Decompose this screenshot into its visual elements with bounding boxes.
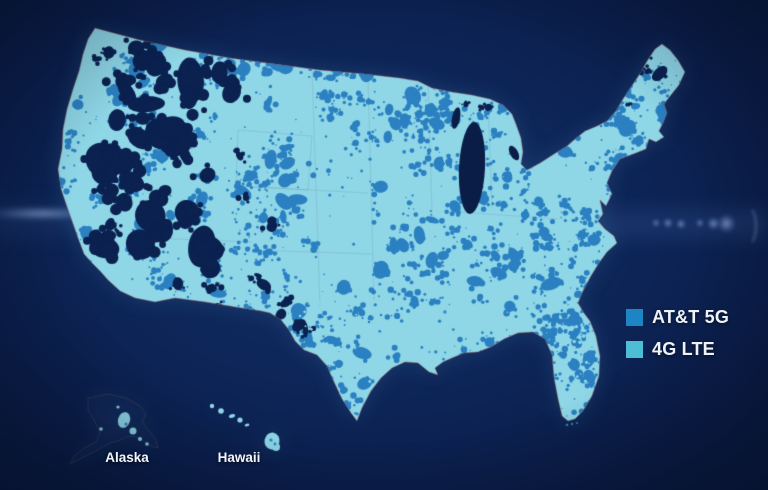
legend-label-5g: AT&T 5G bbox=[652, 307, 730, 327]
legend-label-4g-lte: 4G LTE bbox=[652, 339, 715, 359]
legend-item-4g-lte: 4G LTE bbox=[626, 339, 729, 359]
legend-item-5g: AT&T 5G bbox=[626, 307, 730, 327]
hawaii-label: Hawaii bbox=[217, 450, 261, 465]
alaska-label: Alaska bbox=[105, 450, 149, 465]
legend-swatch-4g-lte bbox=[626, 341, 643, 358]
legend-swatch-5g bbox=[626, 309, 643, 326]
coverage-legend: AT&T 5G 4G LTE bbox=[626, 307, 730, 359]
